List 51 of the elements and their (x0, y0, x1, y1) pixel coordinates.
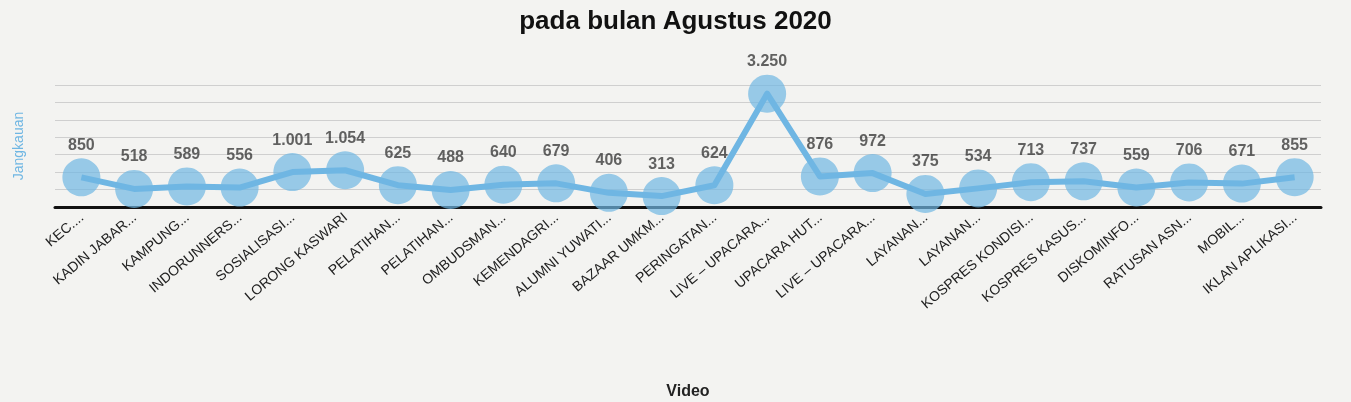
point (1275, 158, 1314, 197)
x-axis-title: Video (666, 381, 710, 399)
data-label: 1.001 (272, 130, 313, 148)
point (431, 171, 470, 209)
data-label: 737 (1070, 139, 1098, 157)
data-label: 375 (912, 152, 939, 170)
point (1170, 163, 1209, 202)
data-label: 855 (1281, 135, 1309, 153)
point (484, 165, 523, 204)
data-label: 313 (648, 154, 676, 172)
point (853, 154, 892, 193)
point (1222, 164, 1261, 203)
point (378, 166, 417, 205)
data-label: 640 (490, 143, 517, 161)
data-label: 713 (1017, 140, 1045, 158)
data-label: 518 (120, 147, 148, 165)
data-label: 625 (384, 143, 412, 161)
point (642, 177, 681, 216)
data-label: 534 (964, 146, 992, 164)
data-label: 488 (437, 148, 465, 166)
point (1117, 168, 1156, 207)
data-label: 972 (859, 131, 887, 149)
data-label: 559 (1123, 146, 1150, 164)
data-label: 876 (806, 134, 834, 152)
point (1064, 162, 1103, 201)
point (906, 174, 945, 213)
data-label: 1.054 (325, 128, 366, 146)
point (62, 158, 101, 197)
point (115, 169, 154, 208)
point (273, 153, 312, 192)
point (959, 169, 998, 208)
data-label: 406 (595, 151, 623, 169)
point (1011, 163, 1050, 202)
point (695, 166, 734, 205)
point (589, 173, 628, 212)
point (326, 151, 365, 190)
chart-title: pada bulan Agustus 2020 (519, 5, 832, 35)
data-label: 850 (68, 135, 95, 153)
point (800, 157, 839, 196)
point (537, 164, 576, 203)
data-label: 671 (1228, 142, 1256, 160)
data-label: 679 (542, 141, 570, 159)
data-label: 589 (173, 144, 201, 162)
point (167, 167, 206, 206)
point (748, 74, 787, 113)
y-axis-title: Jangkauan (10, 111, 26, 181)
data-label: 706 (1175, 140, 1203, 158)
point (220, 168, 259, 207)
data-label: 624 (701, 143, 728, 161)
data-label: 3.250 (747, 52, 788, 70)
data-label: 556 (226, 146, 254, 164)
